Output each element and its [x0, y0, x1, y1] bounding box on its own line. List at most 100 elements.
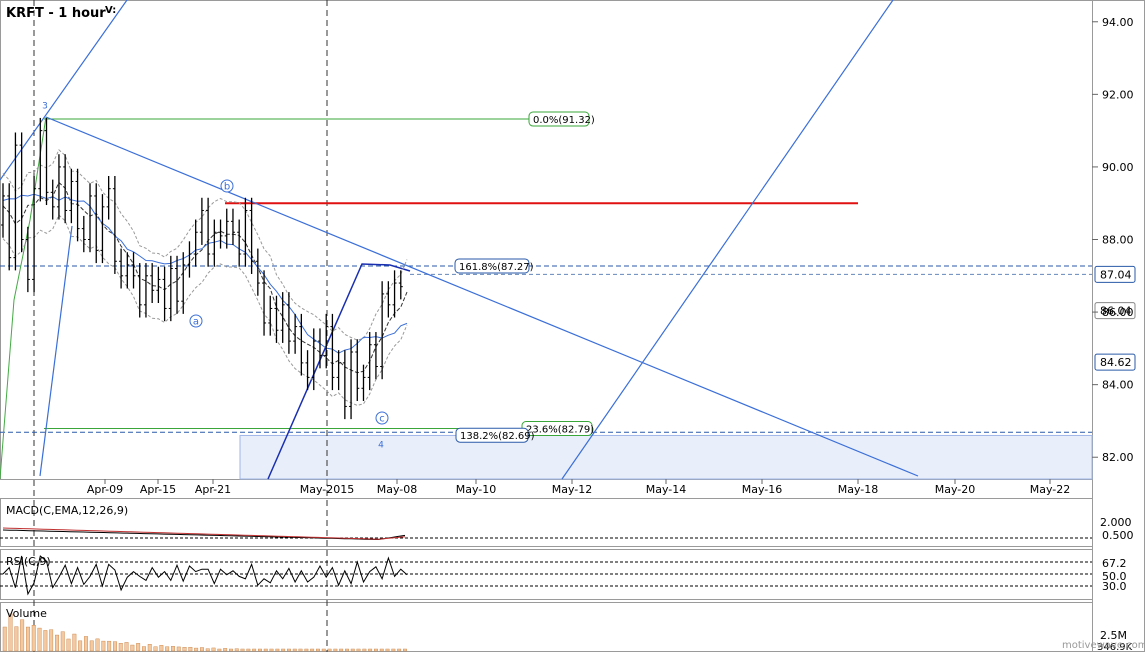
title-suffix: V: — [105, 5, 116, 16]
volume-bar — [159, 645, 164, 652]
fib-label: 138.2%(82.69) — [460, 431, 535, 442]
projection-line — [561, 0, 894, 480]
lower-band — [2, 214, 408, 406]
date-tick-label: May-08 — [377, 483, 418, 496]
macd-pane-frame — [0, 498, 1093, 547]
volume-bar — [188, 646, 193, 652]
volume-bar — [310, 648, 315, 652]
wave-label: 4 — [378, 441, 384, 451]
volume-bar — [95, 638, 100, 652]
volume-bar — [72, 633, 77, 652]
volume-bar — [101, 640, 106, 652]
date-tick-label: May-22 — [1030, 483, 1071, 496]
wave-label-circle — [375, 411, 389, 425]
volume-bar — [263, 648, 268, 652]
volume-bar — [374, 648, 378, 652]
downtrend-line — [45, 116, 919, 477]
moving-average — [2, 193, 408, 354]
volume-bar — [194, 647, 199, 652]
volume-bar — [217, 648, 222, 652]
price-marker-box — [1094, 353, 1136, 371]
price-marker-box — [1094, 265, 1136, 283]
volume-bar — [83, 636, 88, 652]
volume-bar — [55, 634, 59, 652]
volume-bar — [287, 648, 291, 652]
volume-bar — [141, 646, 146, 652]
chart-title: KRFT - 1 hour — [6, 6, 106, 21]
price-marker-label: 87.04 — [1100, 268, 1132, 281]
macd-tick-label: 0.500 — [1102, 529, 1134, 542]
target-zone — [239, 434, 1093, 480]
volume-bar — [252, 648, 257, 652]
wave-label-circle — [220, 179, 234, 193]
volume-bar — [170, 646, 175, 652]
volume-bar — [8, 613, 13, 652]
volume-bar — [234, 648, 239, 652]
volume-bar — [112, 641, 117, 652]
price-tick-label: 94.00 — [1102, 16, 1134, 29]
volume-bar — [397, 648, 402, 652]
rsi-label: RSI(C,9) — [6, 555, 51, 568]
volume-bar — [321, 648, 326, 652]
volume-bar — [385, 648, 390, 652]
rsi-tick-label: 50.0 — [1102, 570, 1127, 583]
volume-bar — [304, 648, 309, 652]
volume-tick-label: 346.9K — [1097, 642, 1133, 652]
volume-bar — [2, 626, 7, 652]
date-tick-label: Apr-15 — [140, 483, 176, 496]
wave-label: b — [224, 182, 230, 193]
price-tick-label: 92.00 — [1102, 88, 1134, 101]
volume-bar — [223, 648, 228, 652]
rsi-line — [2, 555, 408, 596]
price-marker-label: 86.04 — [1100, 305, 1132, 318]
wave-label: a — [193, 317, 199, 328]
volume-bar — [107, 640, 112, 652]
volume-bar — [356, 648, 361, 652]
date-tick-label: May-16 — [742, 483, 783, 496]
projection-curve — [267, 263, 411, 480]
price-tick-label: 88.00 — [1102, 234, 1134, 247]
volume-bar — [66, 638, 71, 652]
volume-bar — [258, 648, 262, 652]
date-tick-label: Apr-09 — [87, 483, 123, 496]
volume-bar — [147, 644, 152, 652]
volume-bar — [333, 648, 338, 652]
price-tick-label: 86.00 — [1102, 306, 1134, 319]
volume-bar — [269, 648, 274, 652]
volume-bar — [391, 648, 396, 652]
macd-signal-line — [2, 527, 406, 540]
volume-bar — [228, 648, 233, 652]
volume-bar — [350, 648, 355, 652]
volume-label: Volume — [6, 607, 47, 620]
volume-bar — [205, 648, 210, 652]
wave-label: c — [379, 414, 385, 425]
volume-bar — [246, 648, 251, 652]
volume-bar — [37, 627, 42, 652]
macd-label: MACD(C,EMA,12,26,9) — [6, 504, 128, 517]
date-tick-label: May-14 — [646, 483, 687, 496]
rsi-tick-label: 67.2 — [1102, 557, 1127, 570]
volume-bar — [368, 648, 373, 652]
volume-bar — [182, 647, 187, 652]
volume-bar — [240, 648, 245, 652]
volume-bar — [89, 640, 94, 652]
fib-label-box — [455, 427, 529, 443]
volume-bar — [165, 646, 170, 652]
date-tick-label: May-10 — [456, 483, 497, 496]
volume-bar — [345, 648, 349, 652]
upper-band — [2, 148, 408, 341]
macd-tick-label: 2.000 — [1100, 516, 1132, 529]
price-tick-label: 84.00 — [1102, 379, 1134, 392]
price-marker-label: 84.62 — [1100, 356, 1132, 369]
price-pane-frame — [0, 0, 1093, 480]
volume-bar — [130, 644, 135, 652]
volume-bar — [26, 626, 30, 652]
fib-label-box — [528, 111, 590, 127]
volume-bar — [14, 626, 19, 652]
volume-bar — [327, 648, 332, 652]
watermark: motivewave.com — [1062, 640, 1145, 651]
fib-label: 23.6%(82.79) — [526, 425, 594, 436]
price-tick-label: 82.00 — [1102, 451, 1134, 464]
